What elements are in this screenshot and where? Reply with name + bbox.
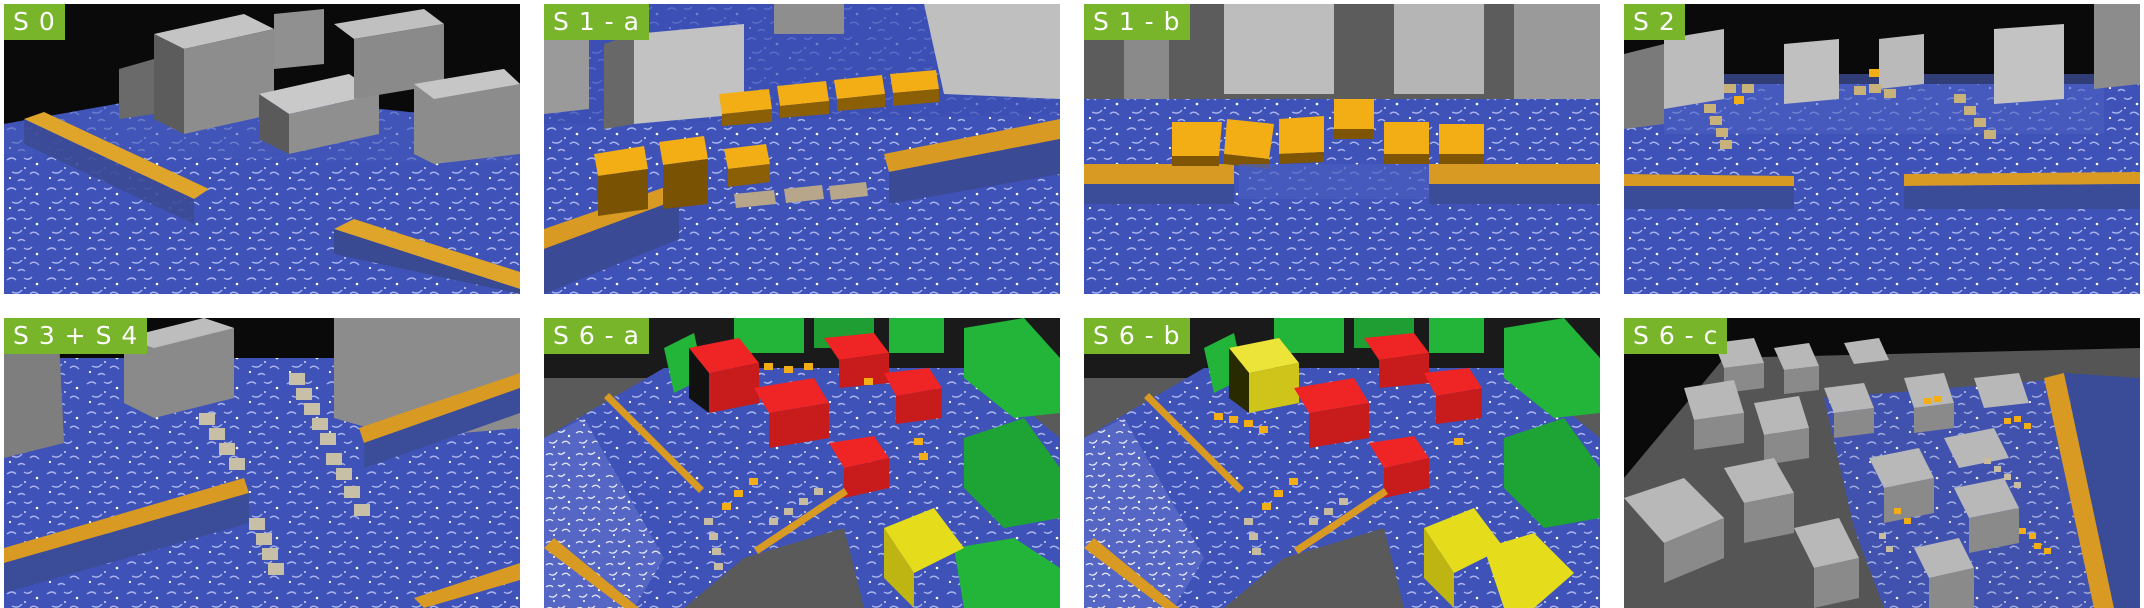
scene-s0 (4, 4, 520, 294)
wall (544, 393, 848, 608)
building (119, 9, 324, 119)
panel-s6a: S 6 - a (544, 318, 1060, 608)
flood-barrier-blocks (594, 70, 939, 216)
wall-left (24, 112, 209, 224)
panel-label: S 0 (4, 4, 65, 40)
wall-right (1904, 172, 2140, 209)
flood-barrier-blocks (722, 363, 928, 510)
building-red (1294, 333, 1482, 498)
panel-label: S 6 - a (544, 318, 649, 354)
building (544, 4, 844, 114)
building-yellow (1229, 338, 1574, 608)
building (1624, 338, 2029, 608)
wall-left (4, 478, 249, 593)
building (414, 69, 520, 164)
panel-s6b: S 6 - b (1084, 318, 1600, 608)
panel-s0: S 0 (4, 4, 520, 294)
panel-label: S 1 - b (1084, 4, 1190, 40)
panel-label: S 6 - c (1624, 318, 1728, 354)
panel-label: S 2 (1624, 4, 1685, 40)
wall-right (1429, 164, 1600, 204)
wall-right (359, 373, 520, 468)
scene-s1b (1084, 4, 1600, 294)
panel-s1b: S 1 - b (1084, 4, 1600, 294)
panel-s2: S 2 (1624, 4, 2140, 294)
flood-barrier-blocks (1894, 396, 2051, 554)
flood-barrier-blocks-settled (704, 488, 823, 570)
scene-s2 (1624, 4, 2140, 294)
panel-s3s4: S 3 + S 4 (4, 318, 520, 608)
wall-bottom (414, 563, 520, 608)
scene-s3s4 (4, 318, 520, 608)
flood-barrier-blocks (1704, 69, 1996, 149)
building (334, 9, 444, 99)
wall-right (334, 219, 520, 294)
scene-s1a (544, 4, 1060, 294)
building (924, 4, 1060, 99)
flood-barrier-blocks (1172, 99, 1484, 199)
panel-s1a: S 1 - a (544, 4, 1060, 294)
flood-barrier-blocks (1214, 413, 1463, 510)
building (604, 24, 744, 129)
building (1624, 4, 2140, 129)
wall-left (1624, 174, 1794, 209)
wall-right (884, 119, 1060, 204)
building-yellow (884, 508, 964, 608)
scene-s6c (1624, 318, 2140, 608)
building (154, 14, 274, 134)
building-green (1204, 318, 1600, 528)
panel-label: S 6 - b (1084, 318, 1190, 354)
flood-barrier-blocks-settled (1879, 458, 2021, 552)
building-red (689, 333, 942, 498)
wall-left (1084, 164, 1234, 204)
panel-label: S 1 - a (544, 4, 649, 40)
panel-s6c: S 6 - c (1624, 318, 2140, 608)
scene-s6a (544, 318, 1060, 608)
panel-label: S 3 + S 4 (4, 318, 148, 354)
building (1124, 4, 1600, 99)
scene-s6b (1084, 318, 1600, 608)
wall-right (2044, 373, 2140, 608)
wall (1084, 393, 1388, 608)
building (259, 74, 379, 154)
flood-barrier-blocks-settled (1244, 498, 1348, 555)
flood-barrier-blocks (199, 373, 370, 575)
